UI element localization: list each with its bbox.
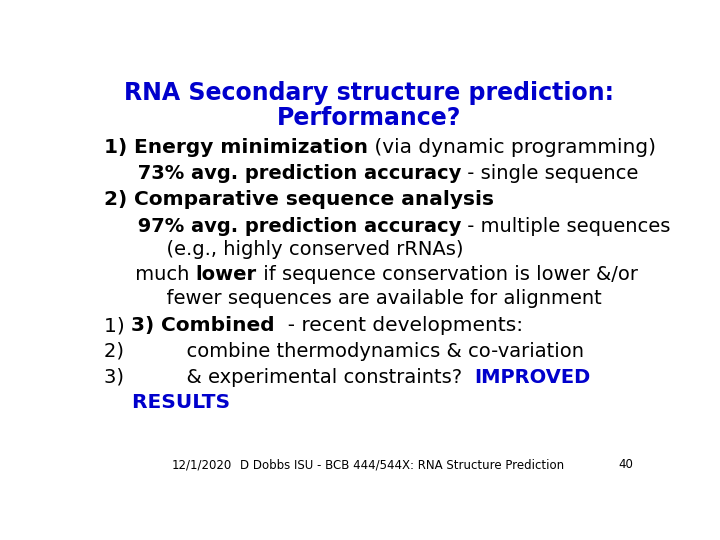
Text: 40: 40: [618, 458, 633, 471]
Text: 1): 1): [104, 138, 134, 157]
Text: 97% avg. prediction accuracy: 97% avg. prediction accuracy: [104, 217, 462, 235]
Text: lower: lower: [196, 265, 257, 284]
Text: 73% avg. prediction accuracy: 73% avg. prediction accuracy: [104, 164, 462, 183]
Text: 3): 3): [131, 316, 161, 335]
Text: Comparative sequence analysis: Comparative sequence analysis: [134, 191, 494, 210]
Text: Performance?: Performance?: [276, 106, 462, 130]
Text: - multiple sequences: - multiple sequences: [462, 217, 671, 235]
Text: D Dobbs ISU - BCB 444/544X: RNA Structure Prediction: D Dobbs ISU - BCB 444/544X: RNA Structur…: [240, 458, 564, 471]
Text: Combined: Combined: [161, 316, 275, 335]
Text: 3)          & experimental constraints?: 3) & experimental constraints?: [104, 368, 474, 387]
Text: IMPROVED: IMPROVED: [474, 368, 591, 387]
Text: - recent developments:: - recent developments:: [275, 316, 523, 335]
Text: RNA Secondary structure prediction:: RNA Secondary structure prediction:: [124, 82, 614, 105]
Text: RESULTS: RESULTS: [104, 393, 230, 412]
Text: Energy minimization: Energy minimization: [134, 138, 368, 157]
Text: 2): 2): [104, 191, 134, 210]
Text: (e.g., highly conserved rRNAs): (e.g., highly conserved rRNAs): [104, 240, 464, 259]
Text: - single sequence: - single sequence: [462, 164, 639, 183]
Text: much: much: [104, 265, 196, 284]
Text: if sequence conservation is lower &/or: if sequence conservation is lower &/or: [257, 265, 638, 284]
Text: (via dynamic programming): (via dynamic programming): [368, 138, 656, 157]
Text: 2)          combine thermodynamics & co-variation: 2) combine thermodynamics & co-variation: [104, 342, 584, 361]
Text: 12/1/2020: 12/1/2020: [171, 458, 232, 471]
Text: 1): 1): [104, 316, 131, 335]
Text: fewer sequences are available for alignment: fewer sequences are available for alignm…: [104, 289, 602, 308]
